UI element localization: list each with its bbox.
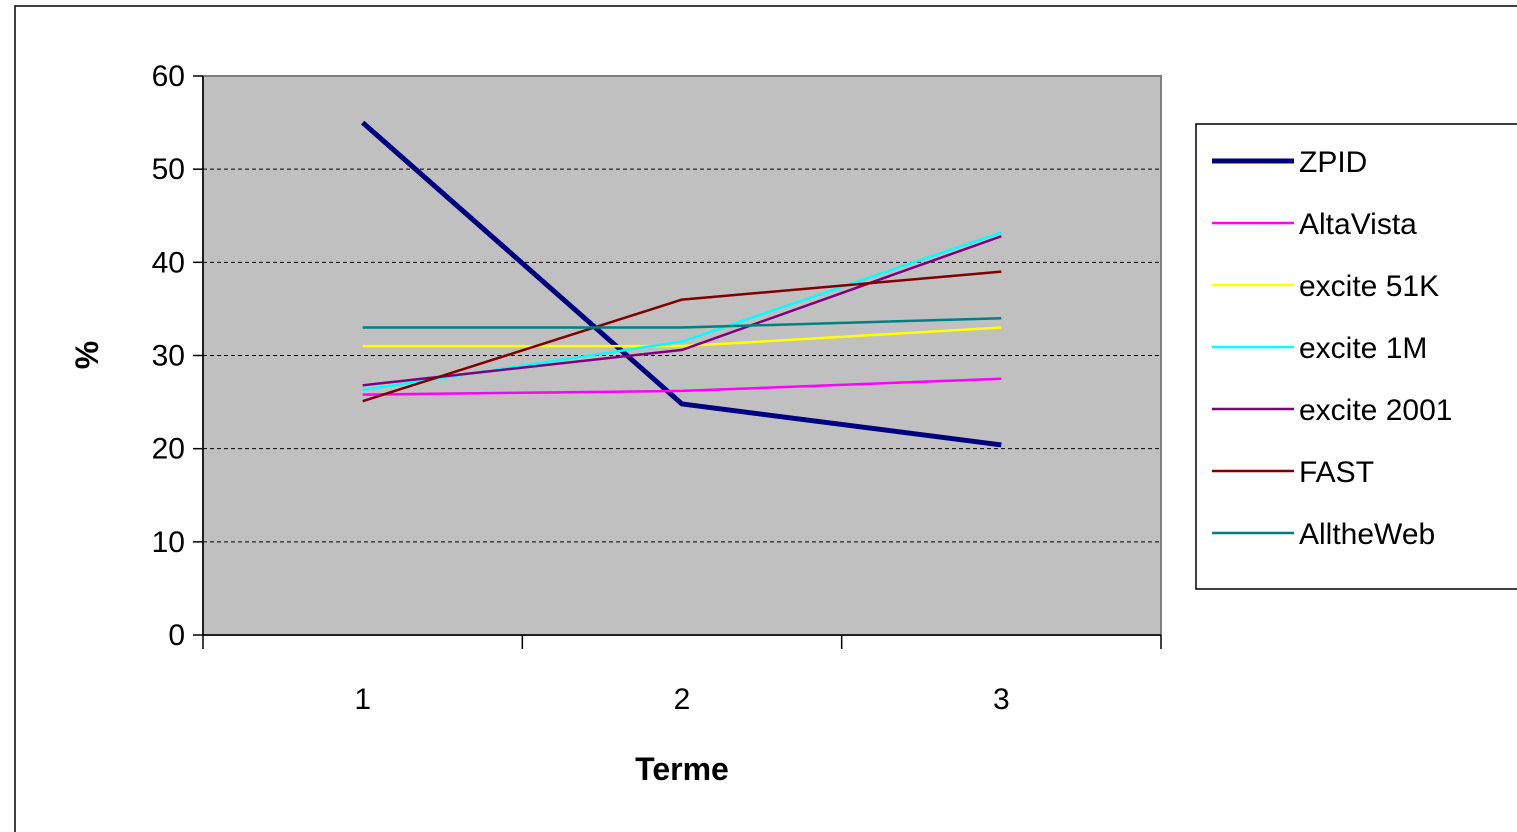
legend-label: AlltheWeb <box>1299 518 1435 551</box>
legend-label: excite 1M <box>1299 332 1427 365</box>
y-tick-label: 10 <box>152 526 185 559</box>
y-tick-label: 40 <box>152 246 185 279</box>
series-lines <box>361 120 1002 448</box>
legend-label: AltaVista <box>1299 208 1417 241</box>
series-line-zpid <box>361 120 1002 448</box>
x-axis-title: Terme <box>635 751 729 787</box>
y-axis-title: % <box>69 341 105 369</box>
x-tick-label: 3 <box>993 683 1010 716</box>
legend-label: ZPID <box>1299 146 1367 179</box>
y-tick-label: 60 <box>152 60 185 93</box>
y-tick-label: 20 <box>152 433 185 466</box>
y-tick-label: 50 <box>152 153 185 186</box>
series-line-excite-51k <box>362 326 1002 348</box>
legend-label: excite 51K <box>1299 270 1439 303</box>
axes: 0 10 20 30 40 50 60 1 2 3 <box>152 60 1162 716</box>
series-line-alltheweb <box>362 316 1002 329</box>
x-tick-label: 2 <box>674 683 691 716</box>
series-line-fast <box>362 270 1002 403</box>
y-tick-label: 0 <box>168 619 185 652</box>
y-tick-label: 30 <box>152 340 185 373</box>
legend-box <box>1195 123 1517 590</box>
series-line-excite-2001 <box>362 235 1002 387</box>
series-line-altavista <box>362 377 1002 396</box>
legend-label: FAST <box>1299 456 1374 489</box>
legend: ZPID AltaVista excite 51K excite 1M excite 2… <box>1195 123 1517 590</box>
gridlines <box>203 168 1161 543</box>
legend-label: excite 2001 <box>1299 394 1452 427</box>
x-tick-label: 1 <box>354 683 371 716</box>
